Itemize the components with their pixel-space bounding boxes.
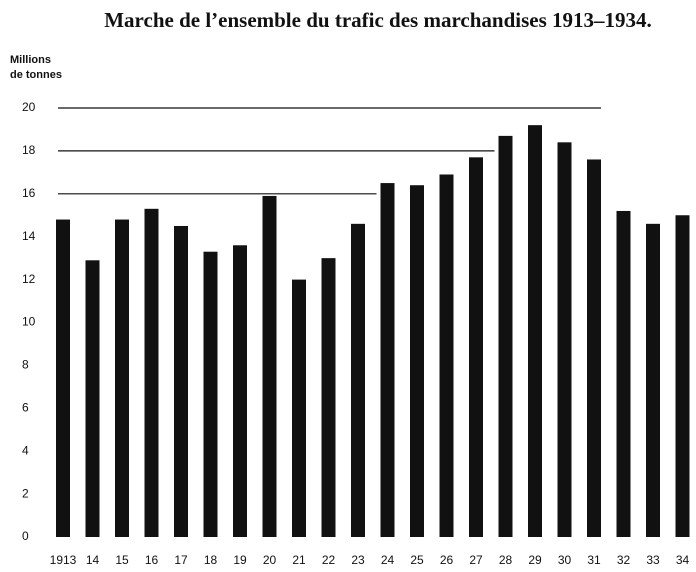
bar — [292, 279, 306, 537]
bar — [616, 210, 631, 537]
y-tick-label: 0 — [22, 529, 29, 543]
x-tick-label: 20 — [263, 553, 277, 567]
x-tick-label: 34 — [676, 553, 690, 567]
x-tick-label: 23 — [351, 553, 365, 567]
bar — [557, 142, 572, 537]
x-tick-label: 19 — [233, 553, 247, 567]
x-tick-label: 16 — [145, 553, 159, 567]
bar — [144, 208, 159, 537]
bar — [56, 219, 70, 538]
bar — [410, 185, 424, 537]
bar — [528, 125, 542, 537]
chart-title: Marche de l’ensemble du trafic des march… — [104, 8, 652, 32]
bar — [380, 183, 395, 537]
y-tick-label: 6 — [22, 400, 29, 414]
x-tick-label: 33 — [646, 553, 660, 567]
bar — [498, 135, 513, 537]
bar — [646, 223, 660, 537]
x-tick-label: 15 — [115, 553, 129, 567]
bar — [439, 174, 454, 537]
bar — [174, 225, 188, 537]
bar — [233, 245, 247, 537]
x-tick-label: 31 — [587, 553, 601, 567]
x-tick-label: 14 — [86, 553, 100, 567]
x-tick-label: 24 — [381, 553, 395, 567]
y-tick-label: 12 — [22, 272, 36, 286]
x-tick-label: 32 — [617, 553, 631, 567]
x-tick-label: 28 — [499, 553, 513, 567]
y-axis-label: Millions — [10, 54, 51, 66]
y-tick-label: 18 — [22, 143, 36, 157]
bar — [203, 251, 218, 537]
bar — [675, 215, 690, 537]
bar — [351, 223, 365, 537]
bar — [262, 195, 277, 537]
bar — [321, 258, 336, 537]
bar — [587, 159, 601, 538]
bar — [469, 157, 483, 537]
y-tick-label: 2 — [22, 486, 29, 500]
x-tick-label: 21 — [292, 553, 306, 567]
y-tick-label: 8 — [22, 358, 29, 372]
y-tick-label: 14 — [22, 229, 36, 243]
x-tick-label: 22 — [322, 553, 336, 567]
bar — [85, 260, 100, 537]
bar — [115, 219, 129, 538]
y-tick-label: 4 — [22, 443, 29, 457]
y-axis-label: de tonnes — [10, 69, 62, 81]
x-tick-label: 17 — [174, 553, 188, 567]
x-tick-label: 26 — [440, 553, 454, 567]
y-tick-label: 10 — [22, 315, 36, 329]
x-tick-label: 18 — [204, 553, 218, 567]
y-tick-label: 16 — [22, 186, 36, 200]
x-tick-label: 1913 — [50, 553, 77, 567]
x-tick-label: 29 — [528, 553, 542, 567]
x-tick-label: 25 — [410, 553, 424, 567]
x-tick-label: 27 — [469, 553, 483, 567]
x-tick-label: 30 — [558, 553, 572, 567]
y-tick-label: 20 — [22, 100, 36, 114]
